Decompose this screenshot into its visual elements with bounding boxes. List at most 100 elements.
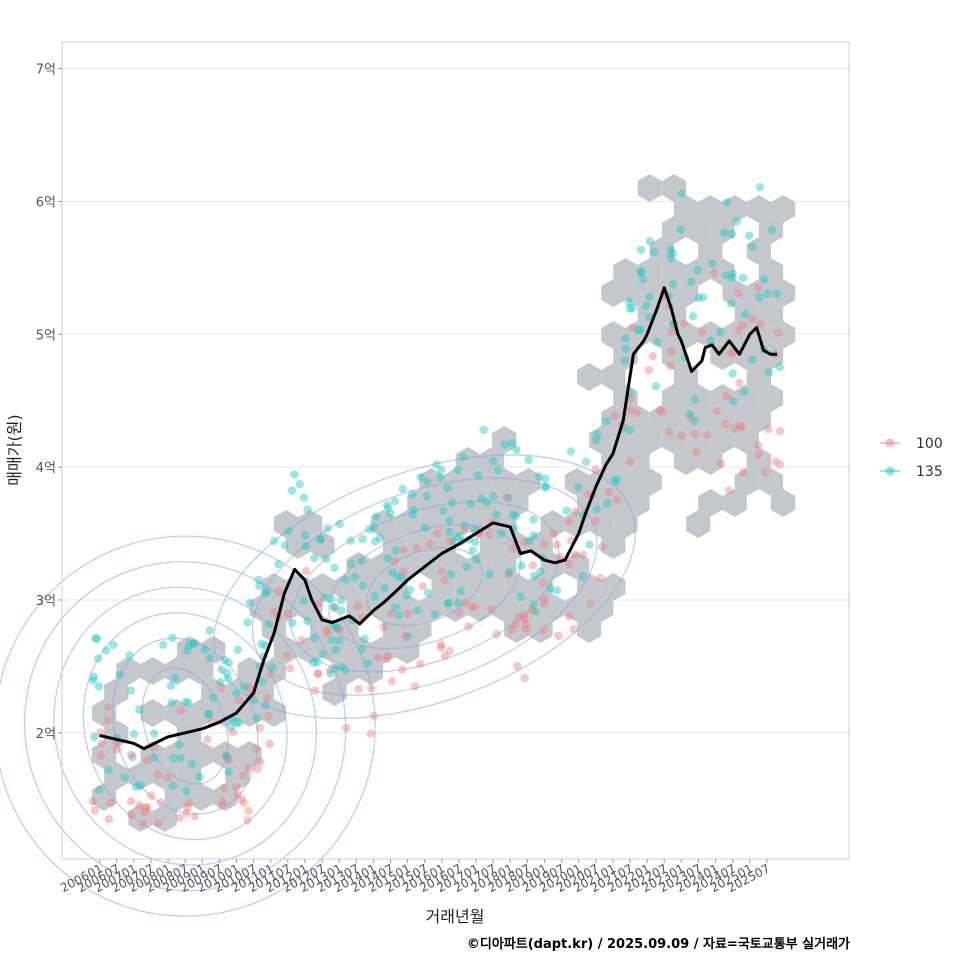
contour-ring [213,454,636,719]
point-100 [738,468,748,477]
point-135 [509,510,518,519]
point-100 [570,550,580,559]
point-100 [398,665,407,674]
y-tick-label: 6억 [36,195,56,210]
hex-bin [237,657,262,685]
point-100 [369,711,378,721]
point-100 [626,405,635,415]
hex-bin [601,321,626,349]
point-135 [760,275,769,284]
point-135 [449,537,458,546]
hex-bin [346,552,371,580]
hex-bin [758,468,784,496]
point-100 [224,756,233,765]
point-100 [284,609,293,618]
legend-label: 135 [916,464,943,480]
point-135 [505,567,514,577]
point-135 [621,344,631,353]
point-135 [391,546,401,555]
point-100 [520,537,529,546]
point-100 [591,465,600,474]
point-135 [453,532,462,541]
point-100 [579,550,588,560]
point-135 [422,492,431,501]
hex-bin [383,573,408,601]
point-100 [521,624,530,633]
hex-bin [419,468,444,496]
point-100 [373,653,383,662]
point-100 [760,468,770,477]
point-135 [380,584,389,593]
point-135 [676,225,685,234]
point-100 [610,411,619,420]
point-135 [331,645,341,654]
point-135 [708,259,717,268]
point-100 [613,495,622,504]
point-135 [413,606,422,615]
hex-bin [419,594,444,622]
hex-bin [298,594,323,622]
hex-bin [734,300,759,328]
x-axis-title: 거래년월 [426,907,485,926]
point-135 [728,273,737,282]
point-100 [184,799,194,808]
contour-ring [290,500,560,673]
point-135 [323,524,332,533]
point-135 [578,572,587,581]
hex-bin [771,321,796,349]
point-100 [440,576,449,585]
point-100 [252,744,261,753]
point-100 [564,612,574,621]
point-135 [303,616,312,626]
point-100 [556,552,565,562]
point-135 [183,646,192,655]
point-135 [529,515,538,524]
point-135 [327,635,337,645]
point-135 [150,729,159,738]
hex-bin [746,363,771,391]
point-135 [223,674,233,683]
y-tick-label: 3억 [36,594,56,609]
point-100 [644,366,653,375]
point-100 [416,659,425,669]
point-135 [357,556,366,565]
point-100 [712,406,722,416]
point-135 [453,599,463,608]
point-100 [679,319,689,328]
point-135 [310,554,319,563]
point-100 [549,529,558,538]
point-100 [143,755,152,765]
point-100 [233,790,243,800]
hex-bin [249,594,274,622]
point-135 [775,362,784,372]
hex-bin [480,447,505,475]
point-100 [666,361,675,371]
point-100 [175,813,184,822]
point-100 [690,429,699,438]
point-100 [735,378,744,388]
hex-bin [261,657,286,685]
point-100 [538,578,547,587]
point-100 [335,625,344,635]
point-100 [686,413,695,422]
hex-bin [431,489,456,517]
hex-bin [722,195,747,223]
point-135 [444,598,453,607]
point-100 [103,716,112,725]
point-135 [407,490,417,499]
point-100 [583,489,593,498]
point-135 [189,638,198,647]
point-100 [239,798,248,807]
point-100 [437,567,447,576]
point-135 [326,669,335,678]
point-135 [89,672,99,682]
hex-bin [686,384,711,412]
hex-bin [613,258,638,286]
hex-bin [419,510,444,538]
hex-bin [467,468,493,496]
point-100 [736,422,746,432]
point-135 [370,592,380,601]
point-100 [135,801,144,810]
point-100 [127,750,136,759]
